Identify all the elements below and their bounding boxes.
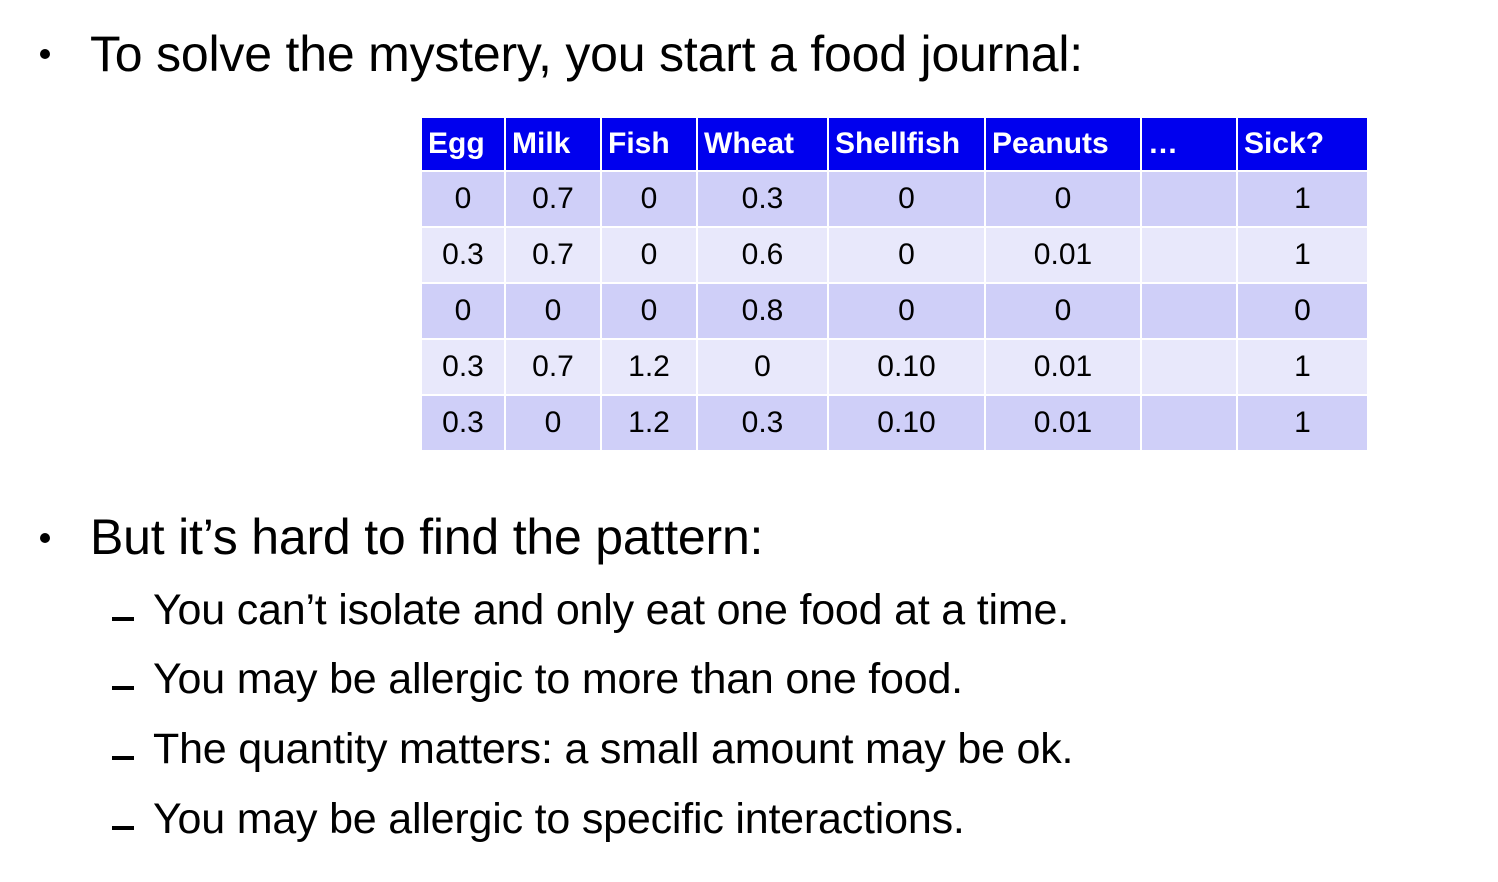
- table-cell: [1140, 170, 1238, 228]
- table-cell: 0.3: [696, 170, 829, 228]
- table-cell: 0: [827, 282, 986, 340]
- header-sick: Sick?: [1236, 116, 1369, 172]
- header-egg: Egg: [420, 116, 506, 172]
- table-cell: [1140, 226, 1238, 284]
- table-cell: 1: [1236, 394, 1369, 452]
- table-cell: 0: [827, 170, 986, 228]
- table-header-row: Egg Milk Fish Wheat Shellfish Peanuts … …: [420, 116, 1369, 172]
- table-cell: 0.7: [504, 338, 602, 396]
- table-cell: 0.3: [696, 394, 829, 452]
- header-shellfish: Shellfish: [827, 116, 986, 172]
- table-row: 0 0.7 0 0.3 0 0 1: [420, 170, 1369, 228]
- table-row: 0.3 0.7 1.2 0 0.10 0.01 1: [420, 338, 1369, 396]
- table-cell: 0.7: [504, 226, 602, 284]
- table-cell: 0: [1236, 282, 1369, 340]
- table-cell: 0.6: [696, 226, 829, 284]
- table-cell: 0: [600, 282, 698, 340]
- table-cell: 1: [1236, 226, 1369, 284]
- table-cell: [1140, 282, 1238, 340]
- sub-point-1: You can’t isolate and only eat one food …: [153, 586, 1069, 634]
- header-peanuts: Peanuts: [984, 116, 1142, 172]
- table-cell: 0: [600, 170, 698, 228]
- table-cell: 0.3: [420, 226, 506, 284]
- table-cell: 0: [420, 282, 506, 340]
- table-cell: 0: [504, 394, 602, 452]
- bullet-text-1: To solve the mystery, you start a food j…: [90, 26, 1083, 82]
- table-cell: 0.10: [827, 394, 986, 452]
- table-row: 0.3 0.7 0 0.6 0 0.01 1: [420, 226, 1369, 284]
- table-cell: 1: [1236, 170, 1369, 228]
- table-cell: 0: [696, 338, 829, 396]
- header-milk: Milk: [504, 116, 602, 172]
- table-cell: 0: [420, 170, 506, 228]
- sub-dash-4: [112, 826, 134, 830]
- header-fish: Fish: [600, 116, 698, 172]
- table-cell: 0: [984, 170, 1142, 228]
- table-row: 0 0 0 0.8 0 0 0: [420, 282, 1369, 340]
- table-cell: [1140, 394, 1238, 452]
- table-cell: 0.01: [984, 338, 1142, 396]
- bullet-dot-2: [40, 533, 50, 543]
- table-cell: 0.3: [420, 394, 506, 452]
- table-cell: [1140, 338, 1238, 396]
- table-cell: 1.2: [600, 394, 698, 452]
- table-cell: 0: [984, 282, 1142, 340]
- table-cell: 0: [600, 226, 698, 284]
- table-cell: 0.8: [696, 282, 829, 340]
- table-cell: 0: [504, 282, 602, 340]
- table-cell: 0.01: [984, 226, 1142, 284]
- bullet-dot-1: [40, 49, 50, 59]
- sub-point-2: You may be allergic to more than one foo…: [153, 655, 963, 703]
- table-cell: 0.01: [984, 394, 1142, 452]
- bullet-text-2: But it’s hard to find the pattern:: [90, 509, 764, 565]
- sub-point-3: The quantity matters: a small amount may…: [153, 725, 1074, 773]
- table-row: 0.3 0 1.2 0.3 0.10 0.01 1: [420, 394, 1369, 452]
- food-journal-table: Egg Milk Fish Wheat Shellfish Peanuts … …: [420, 116, 1369, 452]
- sub-dash-1: [112, 617, 134, 621]
- table-cell: 0.3: [420, 338, 506, 396]
- sub-point-4: You may be allergic to specific interact…: [153, 795, 965, 843]
- table-cell: 1.2: [600, 338, 698, 396]
- table-cell: 0.7: [504, 170, 602, 228]
- header-ellipsis: …: [1140, 116, 1238, 172]
- sub-dash-2: [112, 686, 134, 690]
- table-cell: 0.10: [827, 338, 986, 396]
- table-cell: 1: [1236, 338, 1369, 396]
- table-cell: 0: [827, 226, 986, 284]
- header-wheat: Wheat: [696, 116, 829, 172]
- sub-dash-3: [112, 756, 134, 760]
